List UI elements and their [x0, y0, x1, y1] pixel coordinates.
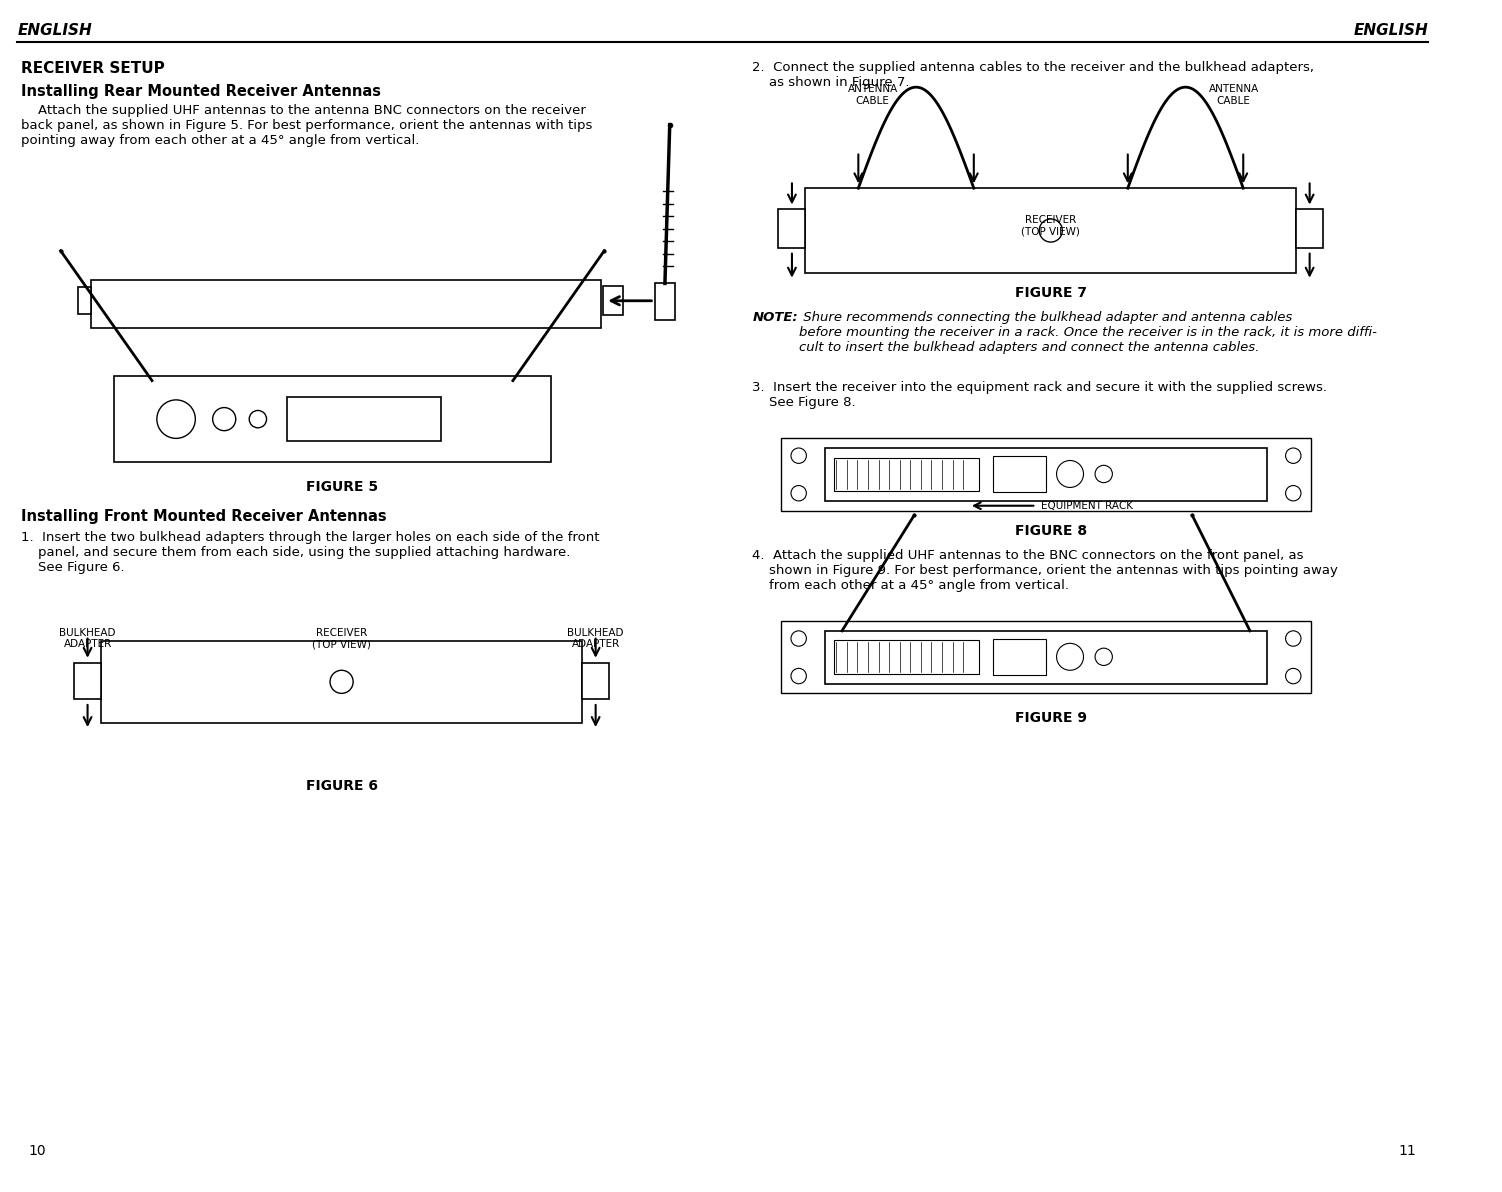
Text: Shure recommends connecting the bulkhead adapter and antenna cables
before mount: Shure recommends connecting the bulkhead…: [799, 311, 1376, 354]
Text: BULKHEAD
ADAPTER: BULKHEAD ADAPTER: [568, 627, 623, 650]
Text: ANTENNA
CABLE: ANTENNA CABLE: [1209, 85, 1259, 106]
Circle shape: [792, 485, 807, 501]
Bar: [993, 455, 1045, 492]
Text: RECEIVER SETUP: RECEIVER SETUP: [21, 61, 165, 76]
Bar: [74, 663, 101, 700]
Text: 3.  Insert the receiver into the equipment rack and secure it with the supplied : 3. Insert the receiver into the equipmen…: [753, 380, 1328, 409]
Text: RECEIVER
(TOP VIEW): RECEIVER (TOP VIEW): [1021, 215, 1080, 236]
Text: RECEIVER
(TOP VIEW): RECEIVER (TOP VIEW): [312, 627, 371, 650]
Bar: [604, 286, 623, 315]
Circle shape: [1095, 465, 1113, 483]
Circle shape: [1056, 644, 1083, 670]
Bar: [805, 188, 1296, 273]
Text: 4.  Attach the supplied UHF antennas to the BNC connectors on the front panel, a: 4. Attach the supplied UHF antennas to t…: [753, 550, 1338, 592]
Circle shape: [1056, 460, 1083, 488]
Circle shape: [249, 410, 266, 428]
Text: 10: 10: [29, 1144, 47, 1159]
Circle shape: [792, 631, 807, 646]
Text: Installing Rear Mounted Receiver Antennas: Installing Rear Mounted Receiver Antenna…: [21, 85, 382, 99]
Bar: [101, 641, 583, 724]
Text: FIGURE 6: FIGURE 6: [305, 780, 377, 793]
Circle shape: [213, 408, 236, 430]
Bar: [781, 439, 1311, 510]
Text: FIGURE 5: FIGURE 5: [305, 479, 377, 493]
Bar: [781, 621, 1311, 694]
Text: BULKHEAD
ADAPTER: BULKHEAD ADAPTER: [59, 627, 116, 650]
Bar: [114, 375, 551, 462]
Text: FIGURE 7: FIGURE 7: [1015, 286, 1087, 300]
Bar: [834, 640, 979, 675]
Circle shape: [1286, 631, 1301, 646]
Circle shape: [792, 669, 807, 684]
Bar: [287, 397, 440, 441]
Text: ANTENNA
CABLE: ANTENNA CABLE: [847, 85, 898, 106]
Circle shape: [1286, 669, 1301, 684]
Bar: [1296, 210, 1323, 248]
Bar: [825, 448, 1268, 501]
Text: 11: 11: [1398, 1144, 1416, 1159]
Bar: [92, 280, 601, 328]
Circle shape: [792, 448, 807, 464]
Text: Attach the supplied UHF antennas to the antenna BNC connectors on the receiver
b: Attach the supplied UHF antennas to the …: [21, 105, 593, 148]
Text: FIGURE 8: FIGURE 8: [1015, 524, 1087, 538]
Bar: [655, 284, 674, 319]
Circle shape: [330, 670, 353, 694]
Text: FIGURE 9: FIGURE 9: [1015, 710, 1087, 725]
Circle shape: [1286, 448, 1301, 464]
Text: 2.  Connect the supplied antenna cables to the receiver and the bulkhead adapter: 2. Connect the supplied antenna cables t…: [753, 61, 1314, 89]
Circle shape: [156, 399, 195, 439]
Bar: [778, 210, 805, 248]
Bar: [993, 639, 1045, 675]
Text: EQUIPMENT RACK: EQUIPMENT RACK: [1041, 501, 1133, 510]
Text: NOTE:: NOTE:: [753, 311, 798, 324]
Bar: [78, 287, 92, 315]
Bar: [583, 663, 610, 700]
Bar: [834, 458, 979, 491]
Bar: [825, 631, 1268, 684]
Circle shape: [1095, 648, 1113, 665]
Text: ENGLISH: ENGLISH: [18, 23, 92, 38]
Text: ENGLISH: ENGLISH: [1353, 23, 1428, 38]
Circle shape: [1286, 485, 1301, 501]
Circle shape: [1039, 219, 1062, 242]
Text: Installing Front Mounted Receiver Antennas: Installing Front Mounted Receiver Antenn…: [21, 509, 388, 523]
Text: 1.  Insert the two bulkhead adapters through the larger holes on each side of th: 1. Insert the two bulkhead adapters thro…: [21, 530, 599, 573]
